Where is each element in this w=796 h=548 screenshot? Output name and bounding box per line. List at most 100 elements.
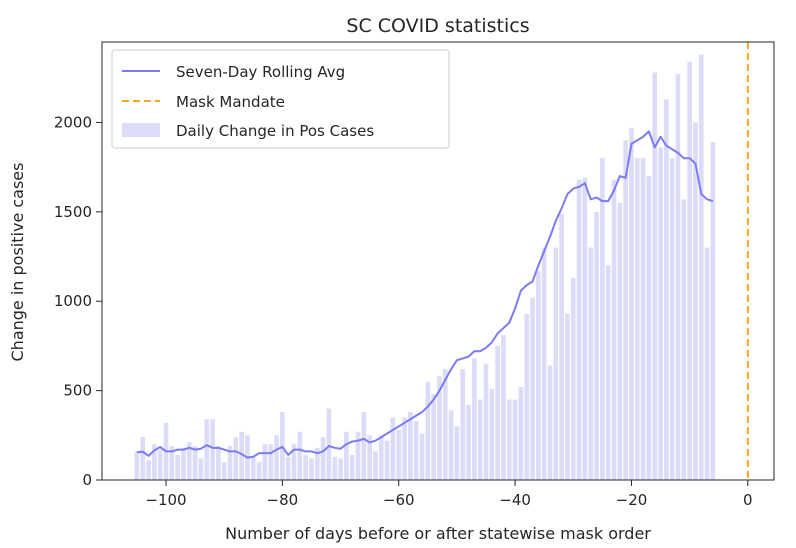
bar xyxy=(169,446,175,480)
bar xyxy=(640,158,646,480)
bar xyxy=(396,429,402,480)
y-tick-label: 1000 xyxy=(54,292,92,310)
bar xyxy=(402,417,407,480)
bar xyxy=(175,454,180,480)
bar xyxy=(297,431,303,480)
bar xyxy=(303,454,308,480)
bar xyxy=(419,433,425,480)
bar xyxy=(355,431,361,480)
x-tick-label: −20 xyxy=(616,491,648,509)
bar xyxy=(547,365,553,480)
bar xyxy=(425,381,431,480)
bar xyxy=(687,61,692,481)
bar xyxy=(198,458,204,480)
bar xyxy=(221,462,227,480)
bar xyxy=(320,437,326,480)
bar xyxy=(274,435,279,480)
bar xyxy=(256,462,262,480)
bar xyxy=(373,451,378,480)
bar xyxy=(233,437,239,480)
bar xyxy=(140,437,146,480)
bar xyxy=(536,270,541,480)
bar xyxy=(181,447,186,480)
bar xyxy=(634,158,640,480)
bar xyxy=(466,404,471,480)
bar xyxy=(157,449,163,480)
bar xyxy=(314,447,320,480)
bar xyxy=(152,444,157,480)
bar xyxy=(681,199,687,480)
bar xyxy=(669,158,675,480)
bar xyxy=(483,363,489,480)
bar xyxy=(146,460,151,480)
bar xyxy=(309,458,314,480)
bar xyxy=(704,247,710,480)
y-tick-label: 0 xyxy=(82,471,92,489)
bar xyxy=(501,335,506,480)
bar xyxy=(617,202,623,480)
bar xyxy=(186,442,192,480)
bar xyxy=(442,369,448,480)
bar xyxy=(437,376,442,480)
x-tick-label: −60 xyxy=(383,491,415,509)
bar xyxy=(192,446,198,480)
bar xyxy=(285,456,291,480)
bar xyxy=(594,211,599,480)
x-tick-label: −80 xyxy=(267,491,299,509)
bar xyxy=(239,431,244,480)
bar xyxy=(448,410,454,480)
x-tick-label: −40 xyxy=(499,491,531,509)
y-tick-label: 500 xyxy=(63,382,92,400)
bar xyxy=(361,412,367,480)
bar xyxy=(570,277,576,480)
bar xyxy=(413,421,419,480)
x-tick-label: −100 xyxy=(145,491,186,509)
bar xyxy=(291,444,297,480)
legend-label-mask-mandate: Mask Mandate xyxy=(176,93,285,111)
bar xyxy=(227,446,233,480)
bar xyxy=(588,247,594,480)
bar xyxy=(431,394,436,480)
axes-frame xyxy=(101,41,775,481)
bar xyxy=(710,142,716,481)
bar xyxy=(477,399,483,480)
legend-box xyxy=(111,49,450,149)
bar xyxy=(349,454,355,480)
bar xyxy=(454,426,460,480)
bar xyxy=(553,247,559,480)
bar xyxy=(611,179,617,480)
bar xyxy=(384,440,390,480)
y-axis-label: Change in positive cases xyxy=(8,163,27,362)
bar xyxy=(576,179,582,480)
y-tick-label: 1500 xyxy=(54,203,92,221)
bar xyxy=(134,451,140,480)
line-series-rolling-avg xyxy=(136,130,714,459)
bar xyxy=(460,369,466,480)
bar xyxy=(698,54,704,480)
legend-label-daily-change: Daily Change in Pos Cases xyxy=(176,122,374,140)
bar xyxy=(344,431,349,480)
bar xyxy=(658,147,663,481)
bar xyxy=(378,435,384,480)
x-axis-ticks: −100 −80 −60 −40 −20 0 xyxy=(145,480,753,509)
bar xyxy=(204,419,210,480)
legend: Seven-Day Rolling Avg Mask Mandate Daily… xyxy=(111,49,450,149)
bar xyxy=(268,444,274,480)
bar xyxy=(518,387,524,480)
bar xyxy=(652,72,658,480)
bar xyxy=(489,388,495,480)
bar xyxy=(506,399,512,480)
legend-swatch-daily-change xyxy=(122,123,160,137)
bar xyxy=(565,313,570,480)
bar xyxy=(675,74,681,481)
bar xyxy=(693,122,698,480)
bar xyxy=(210,419,215,480)
x-axis-label: Number of days before or after statewise… xyxy=(225,524,651,543)
bar xyxy=(600,158,605,480)
bar xyxy=(216,446,221,480)
bar xyxy=(664,99,669,481)
bar xyxy=(605,265,611,480)
y-tick-label: 2000 xyxy=(54,113,92,131)
bar xyxy=(541,247,547,480)
